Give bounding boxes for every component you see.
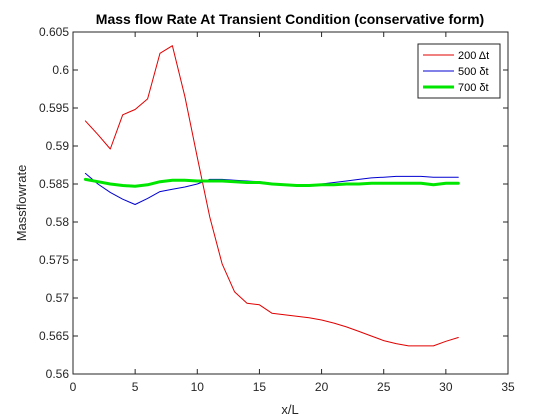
legend: 200 Δt 500 δt 700 δt [417, 43, 501, 99]
y-tick-label: 0.575 [39, 253, 69, 267]
x-tick-label: 25 [377, 380, 391, 394]
legend-label-1: 200 Δt [458, 50, 489, 62]
y-tick-label: 0.595 [39, 101, 69, 115]
y-tick-label: 0.6 [52, 63, 69, 77]
x-tick-label: 30 [439, 380, 453, 394]
y-tick-label: 0.605 [39, 25, 69, 39]
x-tick-label: 5 [132, 380, 139, 394]
legend-label-3: 700 δt [458, 82, 489, 94]
y-tick-label: 0.565 [39, 329, 69, 343]
legend-label-2: 500 δt [458, 66, 489, 78]
y-tick-label: 0.59 [46, 139, 70, 153]
series-line-1 [84, 45, 459, 347]
y-axis-label: Massflowrate [14, 165, 29, 242]
x-tick-label: 20 [315, 380, 329, 394]
y-tick-label: 0.585 [39, 177, 69, 191]
y-tick-label: 0.56 [46, 367, 70, 381]
axis-ticks: 0 5 10 15 20 25 30 35 0.56 0.565 0.57 0.575 0.58 0.58… [39, 25, 515, 394]
x-tick-label: 0 [70, 380, 77, 394]
x-tick-label: 15 [253, 380, 267, 394]
y-tick-label: 0.58 [46, 215, 70, 229]
series-line-3 [83, 177, 460, 188]
chart-title: Mass flow Rate At Transient Condition (c… [96, 11, 484, 27]
x-tick-label: 35 [501, 380, 515, 394]
series-layer [83, 45, 460, 347]
x-axis-label: x/L [281, 402, 298, 417]
x-tick-label: 10 [191, 380, 205, 394]
y-tick-label: 0.57 [46, 291, 70, 305]
